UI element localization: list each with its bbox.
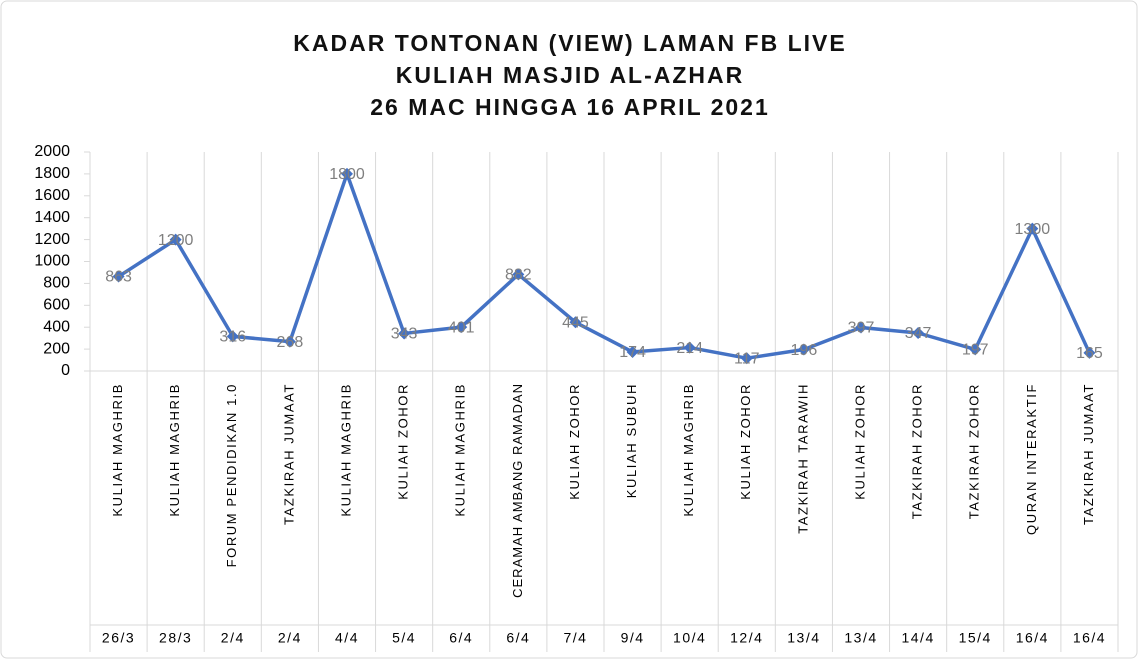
x-date-label: 9/4 — [621, 630, 645, 646]
y-tick-label: 2000 — [34, 143, 70, 160]
y-tick-label: 400 — [43, 318, 70, 335]
marker — [912, 327, 925, 340]
x-date-label: 7/4 — [563, 630, 587, 646]
x-tick-label: FORUM PENDIDIKAN 1.0 — [224, 383, 239, 567]
data-label: 343 — [391, 326, 418, 343]
x-date-label: 26/3 — [102, 630, 135, 646]
chart-title: 26 MAC HINGGA 16 APRIL 2021 — [370, 94, 770, 120]
chart-title: KADAR TONTONAN (VIEW) LAMAN FB LIVE — [293, 30, 846, 56]
x-tick-label: QURAN INTERAKTIF — [1024, 383, 1039, 535]
marker — [169, 233, 182, 246]
data-label: 117 — [734, 350, 760, 367]
x-tick-label: KULIAH ZOHOR — [738, 383, 753, 500]
y-tick-label: 800 — [43, 275, 70, 292]
x-tick-label: TAZKIRAH ZOHOR — [910, 383, 925, 519]
x-tick-label: KULIAH ZOHOR — [396, 383, 411, 500]
x-tick-label: KULIAH ZOHOR — [852, 383, 867, 500]
x-date-label: 28/3 — [159, 630, 192, 646]
data-label: 347 — [905, 325, 932, 342]
x-date-label: 10/4 — [673, 630, 706, 646]
x-tick-label: KULIAH ZOHOR — [567, 383, 582, 500]
data-label: 174 — [619, 344, 646, 361]
chart-title: KULIAH MASJID AL-AZHAR — [396, 62, 745, 88]
data-label: 196 — [791, 342, 818, 359]
marker — [797, 343, 810, 356]
marker — [283, 335, 296, 348]
x-tick-label: KULIAH MAGHRIB — [167, 383, 182, 517]
data-label: 316 — [219, 329, 246, 346]
y-tick-label: 1600 — [34, 187, 70, 204]
x-tick-label: CERAMAH AMBANG RAMADAN — [510, 383, 525, 598]
x-date-label: 2/4 — [221, 630, 245, 646]
data-label: 882 — [505, 267, 532, 284]
data-label: 863 — [105, 269, 132, 286]
x-date-label: 14/4 — [901, 630, 934, 646]
x-tick-label: KULIAH MAGHRIB — [453, 383, 468, 517]
x-tick-label: KULIAH MAGHRIB — [681, 383, 696, 517]
data-label: 214 — [676, 340, 703, 357]
x-tick-label: KULIAH MAGHRIB — [110, 383, 125, 517]
y-tick-label: 1800 — [34, 165, 70, 182]
marker — [512, 268, 525, 281]
y-tick-label: 0 — [61, 362, 70, 379]
x-tick-label: TAZKIRAH JUMAAT — [281, 383, 296, 525]
data-label: 445 — [562, 314, 589, 331]
data-label: 1800 — [329, 166, 365, 183]
x-date-label: 4/4 — [335, 630, 359, 646]
x-date-label: 6/4 — [506, 630, 530, 646]
x-tick-label: TAZKIRAH TARAWIH — [795, 383, 810, 534]
x-date-label: 2/4 — [278, 630, 302, 646]
y-tick-label: 1400 — [34, 209, 70, 226]
marker — [398, 327, 411, 340]
x-tick-label: KULIAH MAGHRIB — [338, 383, 353, 517]
marker — [341, 167, 353, 180]
line — [117, 172, 1092, 360]
data-label: 401 — [448, 319, 475, 336]
x-tick-label: TAZKIRAH ZOHOR — [967, 383, 982, 519]
data-label: 1200 — [158, 232, 194, 249]
x-date-label: 16/4 — [1073, 630, 1106, 646]
y-tick-label: 600 — [43, 297, 70, 314]
x-date-label: 13/4 — [844, 630, 877, 646]
data-label: 397 — [848, 320, 875, 337]
x-date-label: 15/4 — [959, 630, 992, 646]
data-label: 1300 — [1015, 221, 1051, 238]
x-date-label: 5/4 — [392, 630, 416, 646]
y-tick-label: 200 — [43, 340, 70, 357]
marker — [112, 270, 125, 283]
data-label: 165 — [1076, 345, 1103, 362]
data-label: 197 — [962, 342, 989, 359]
marker — [569, 316, 582, 329]
marker — [455, 321, 468, 334]
marker — [226, 330, 239, 343]
x-date-label: 16/4 — [1016, 630, 1049, 646]
marker — [1083, 346, 1096, 359]
x-date-label: 13/4 — [787, 630, 820, 646]
x-tick-label: KULIAH SUBUH — [624, 383, 639, 498]
marker — [1026, 222, 1039, 235]
x-tick-label: TAZKIRAH JUMAAT — [1081, 383, 1096, 525]
y-tick-label: 1000 — [34, 253, 70, 270]
marker — [969, 343, 982, 356]
data-label: 268 — [277, 334, 304, 351]
marker — [740, 352, 753, 365]
x-date-label: 6/4 — [449, 630, 473, 646]
marker — [855, 321, 867, 334]
y-tick-label: 1200 — [34, 231, 70, 248]
marker — [626, 345, 639, 358]
marker — [683, 341, 696, 354]
x-date-label: 12/4 — [730, 630, 763, 646]
